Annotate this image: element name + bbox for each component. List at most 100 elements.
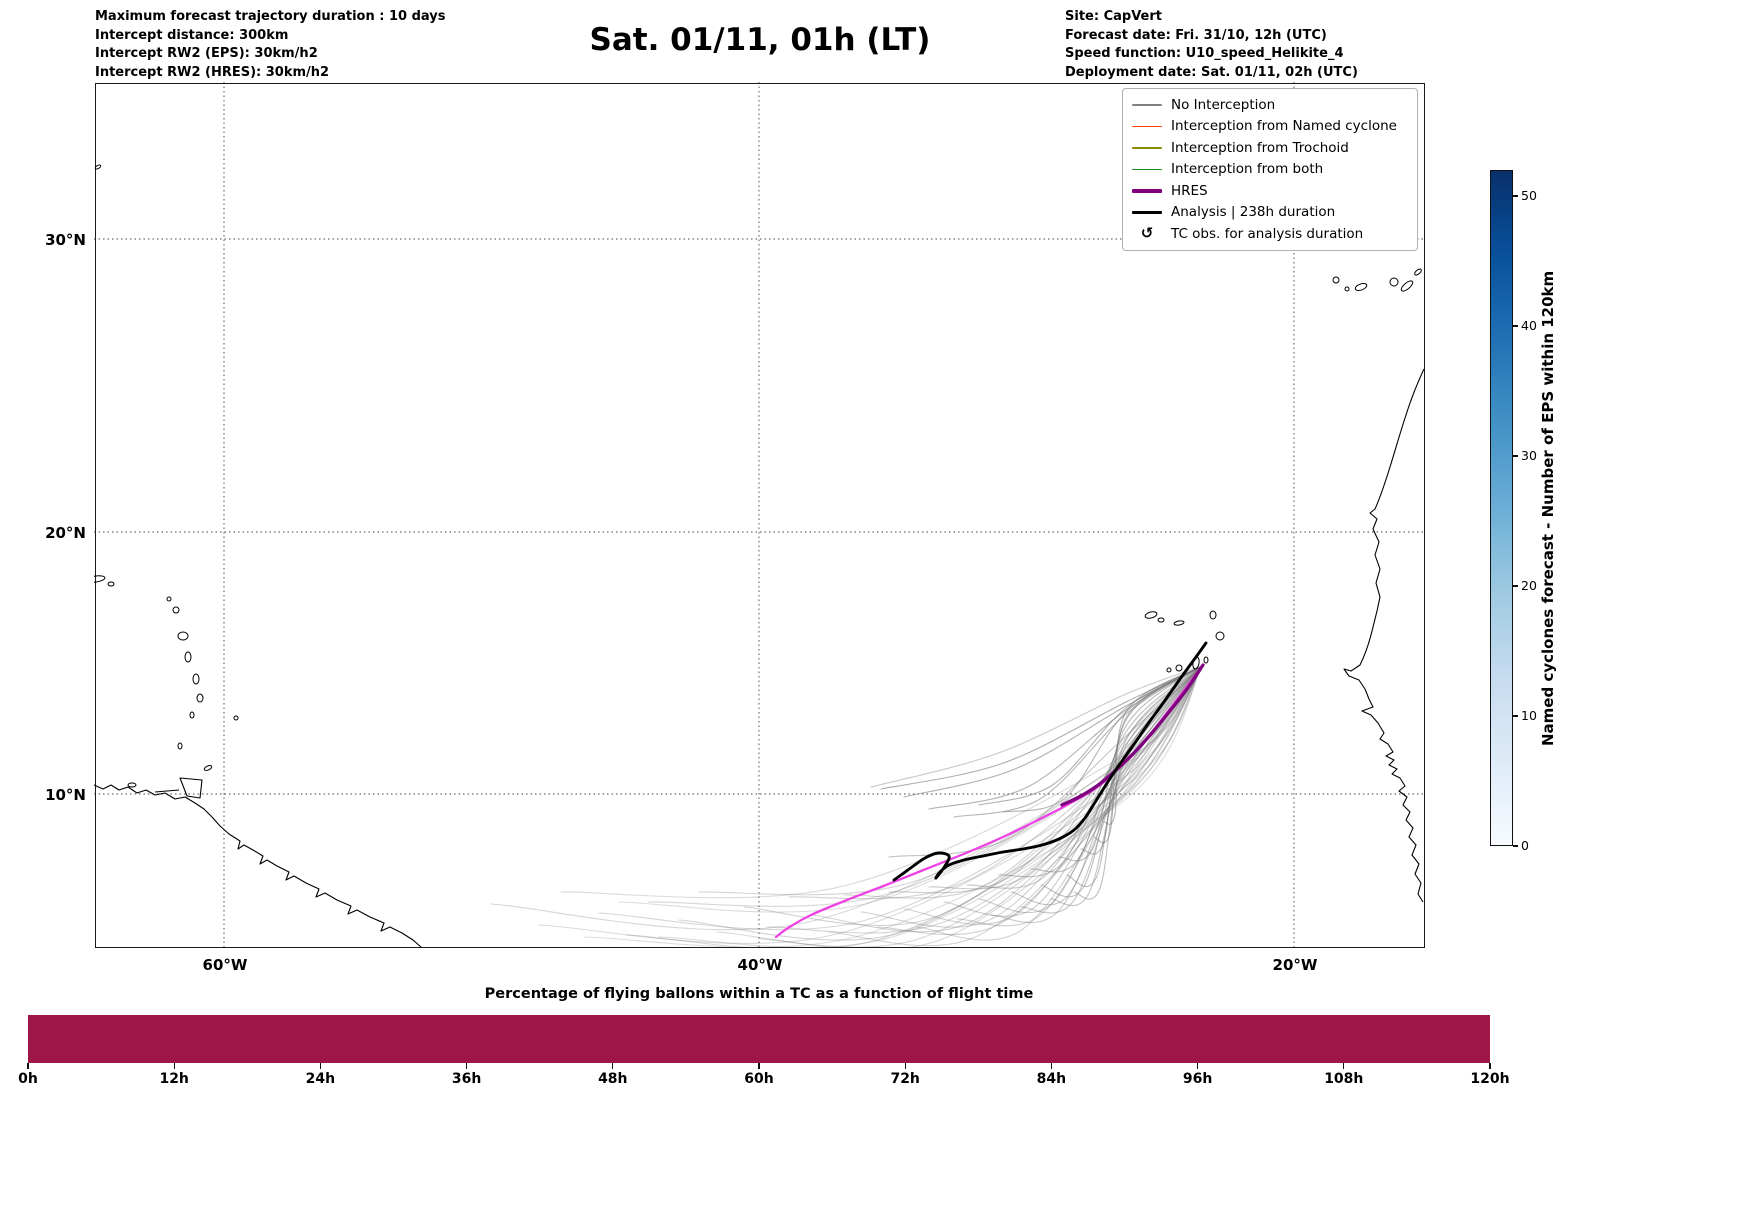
forecast-date-text: Forecast date: Fri. 31/10, 12h (UTC) <box>1065 27 1327 43</box>
legend-item-label: No Interception <box>1171 96 1276 113</box>
island <box>107 581 115 587</box>
deployment-date-text: Deployment date: Sat. 01/11, 02h (UTC) <box>1065 64 1358 80</box>
lat-tick-label: 20°N <box>45 524 86 542</box>
island <box>1215 631 1225 641</box>
max-duration-text: Maximum forecast trajectory duration : 1… <box>95 9 446 24</box>
flight-time-tick-label: 36h <box>451 1071 482 1087</box>
coastline <box>179 777 203 799</box>
flight-time-tick-label: 120h <box>1470 1071 1510 1087</box>
legend-item: Interception from Trochoid <box>1132 137 1408 159</box>
flight-time-tick <box>758 1063 760 1069</box>
flight-time-tick <box>1489 1063 1491 1069</box>
colorbar <box>1490 170 1513 846</box>
eps-trajectory <box>928 665 1203 810</box>
tc-percentage-bar <box>28 1015 1490 1063</box>
eps-trajectory <box>1010 665 1203 906</box>
eps-trajectory <box>626 665 1203 948</box>
site-text: Site: CapVert <box>1065 9 1162 24</box>
eps-trajectory <box>1050 665 1203 907</box>
eps-trajectory <box>560 665 1203 899</box>
island <box>1332 276 1340 284</box>
flight-time-tick <box>1196 1063 1199 1069</box>
header-right-info: Site: CapVert Forecast date: Fri. 31/10,… <box>1065 8 1358 82</box>
eps-trajectory <box>716 665 1203 948</box>
eps-trajectory <box>1058 665 1203 862</box>
legend-item-label: Interception from Named cyclone <box>1171 118 1397 135</box>
map-panel: No Interception Interception from Named c… <box>94 82 1425 948</box>
colorbar-tick-label: 40 <box>1521 318 1537 333</box>
island <box>196 693 204 703</box>
flight-time-tick <box>319 1063 322 1069</box>
lat-tick-label: 10°N <box>45 786 86 804</box>
hres-tail-track <box>775 665 1204 939</box>
eps-trajectory <box>1020 665 1203 914</box>
island <box>1175 664 1183 672</box>
eps-trajectory <box>758 665 1203 948</box>
eps-trajectory <box>648 665 1203 908</box>
legend-item-label: TC obs. for analysis duration <box>1171 225 1364 242</box>
island <box>1344 286 1350 292</box>
island <box>189 711 195 719</box>
eps-trajectory <box>978 665 1203 806</box>
eps-trajectory <box>743 665 1203 927</box>
island <box>1203 656 1209 664</box>
flight-time-tick <box>465 1063 468 1069</box>
eps-trajectory <box>583 665 1203 948</box>
island <box>94 575 106 584</box>
speed-function-text: Speed function: U10_speed_Helikite_4 <box>1065 46 1344 61</box>
legend-item: Interception from Named cyclone <box>1132 116 1408 138</box>
eps-trajectory <box>658 665 1203 948</box>
colorbar-tick <box>1513 715 1518 717</box>
colorbar-tick <box>1513 845 1518 847</box>
flight-time-tick-label: 96h <box>1182 1071 1213 1087</box>
figure-title: Sat. 01/11, 01h (LT) <box>589 22 931 58</box>
lon-tick-label: 60°W <box>202 956 248 974</box>
island <box>192 673 200 685</box>
island <box>177 742 183 750</box>
island <box>127 782 137 788</box>
legend-line-sample <box>1132 210 1162 214</box>
eps-trajectory <box>860 665 1203 929</box>
flight-time-tick <box>612 1063 614 1069</box>
colorbar-tick-label: 0 <box>1521 838 1529 853</box>
eps-trajectory <box>766 665 1203 934</box>
intercept-rw2-hres-text: Intercept RW2 (HRES): 30km/h2 <box>95 64 330 80</box>
lat-tick-label: 30°N <box>45 231 86 249</box>
island <box>1209 610 1217 620</box>
island <box>177 631 189 641</box>
eps-trajectory <box>943 665 1203 918</box>
flight-time-tick <box>904 1063 906 1069</box>
island <box>1389 277 1399 287</box>
intercept-distance-text: Intercept distance: 300km <box>95 27 289 43</box>
eps-trajectory <box>876 665 1203 936</box>
flight-time-tick-label: 108h <box>1324 1071 1364 1087</box>
header-left-info: Maximum forecast trajectory duration : 1… <box>95 8 446 82</box>
analysis-track <box>892 641 1208 882</box>
legend-item-label: Analysis | 238h duration <box>1171 204 1336 221</box>
legend-item: Interception from both <box>1132 159 1408 181</box>
island <box>1401 280 1414 292</box>
bottom-chart-title: Percentage of flying ballons within a TC… <box>484 986 1034 1002</box>
flight-time-tick-label: 48h <box>598 1071 628 1087</box>
island <box>172 606 180 614</box>
eps-trajectory <box>978 665 1203 914</box>
intercept-rw2-eps-text: Intercept RW2 (EPS): 30km/h2 <box>95 46 318 61</box>
eps-trajectory <box>618 665 1203 914</box>
island <box>1166 667 1172 673</box>
legend-item: HRES <box>1132 180 1408 202</box>
island <box>95 164 102 170</box>
eps-trajectory <box>903 665 1203 926</box>
colorbar-tick <box>1513 325 1518 327</box>
island <box>1157 617 1165 623</box>
coastline <box>1343 369 1425 903</box>
colorbar-tick <box>1513 455 1518 457</box>
coastline <box>94 784 422 948</box>
colorbar-tick-label: 50 <box>1521 188 1537 203</box>
flight-time-tick <box>27 1063 29 1069</box>
legend-line-sample <box>1132 168 1162 170</box>
flight-time-tick-label: 60h <box>744 1071 774 1087</box>
eps-trajectory <box>698 665 1203 896</box>
flight-time-tick-label: 24h <box>305 1071 336 1087</box>
flight-time-tick <box>1343 1063 1345 1069</box>
